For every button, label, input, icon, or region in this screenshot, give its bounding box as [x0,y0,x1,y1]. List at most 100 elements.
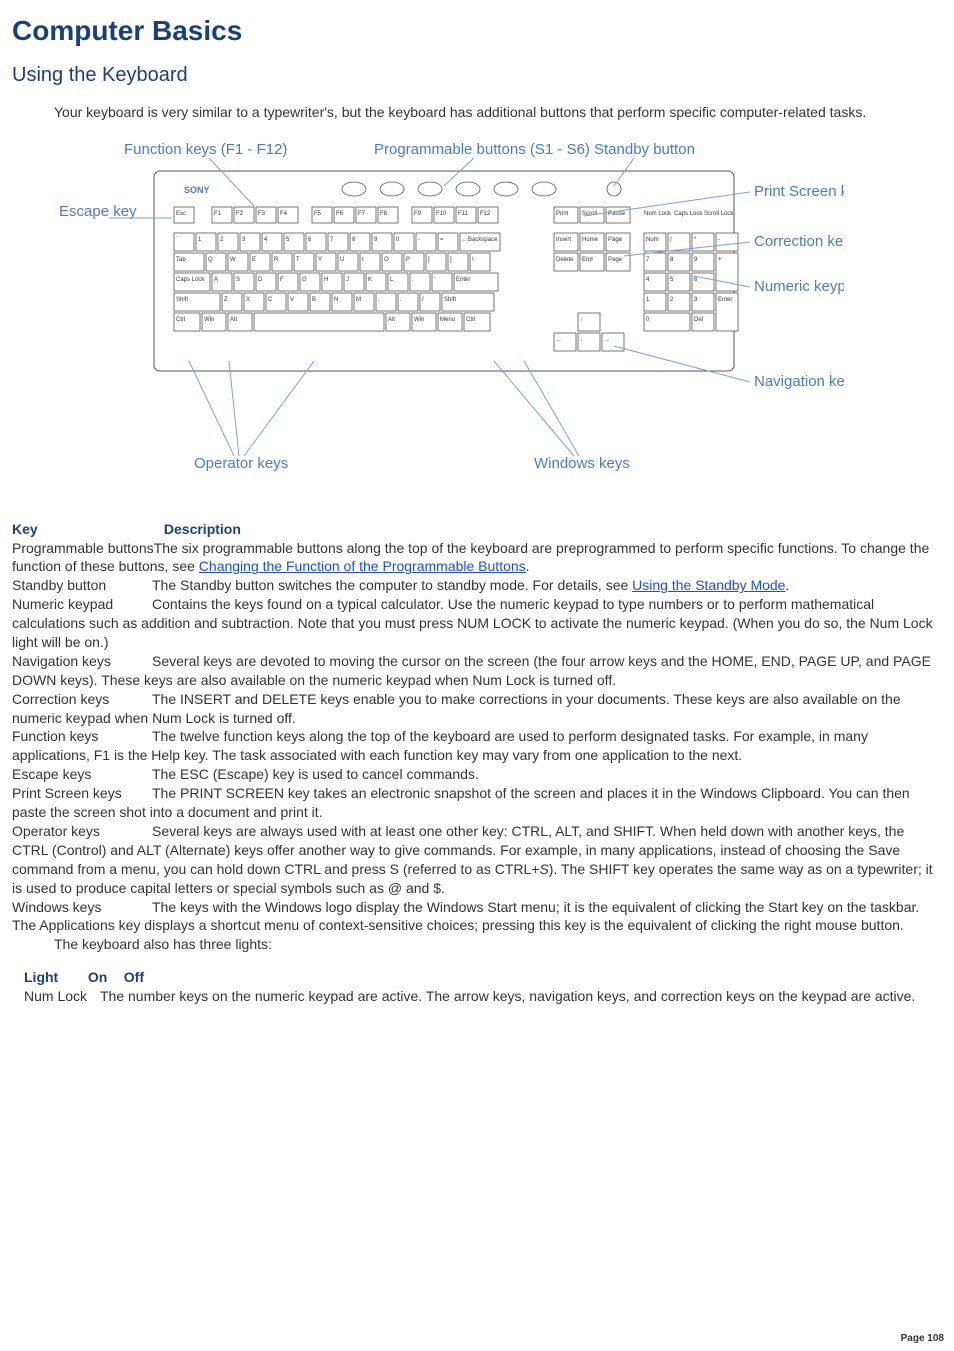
svg-text:N: N [334,297,338,303]
svg-text:V: V [290,297,294,303]
svg-text:←Backspace: ←Backspace [462,237,498,243]
page-subtitle: Using the Keyboard [12,62,942,89]
light-off: The arrow keys, navigation keys, and cor… [426,988,915,1004]
key-name: Windows keys [12,898,152,917]
svg-text:W: W [230,257,236,263]
label-print-screen: Print Screen key [754,183,844,200]
doc-link[interactable]: Changing the Function of the Programmabl… [199,558,526,574]
svg-text:Delete: Delete [556,257,574,263]
svg-text:+: + [718,257,722,263]
label-numeric: Numeric keypad [754,278,844,295]
svg-text:-: - [718,237,720,243]
arrow-cluster: ↑←↓→ [554,313,624,351]
svg-text:D: D [258,277,263,283]
col-header-on: On [88,968,120,987]
svg-text:Win: Win [204,317,214,323]
doc-link[interactable]: Using the Standby Mode [632,577,785,593]
key-row: Navigation keysSeveral keys are devoted … [12,652,942,690]
intro-paragraph: Your keyboard is very similar to a typew… [54,103,942,122]
svg-text:X: X [246,297,250,303]
svg-text:Shift: Shift [176,297,188,303]
label-navigation: Navigation keys [754,373,844,390]
svg-text:F3: F3 [258,211,266,217]
svg-text:Caps Lock: Caps Lock [176,277,205,283]
svg-text:F6: F6 [336,211,344,217]
col-header-desc: Description [164,521,249,537]
svg-text:Ctrl: Ctrl [176,317,185,323]
svg-text:M: M [356,297,361,303]
svg-text:Menu: Menu [440,317,455,323]
svg-text:Page: Page [608,257,623,263]
svg-text:K: K [368,277,372,283]
page-title: Computer Basics [12,12,942,50]
svg-text:F8: F8 [380,211,388,217]
qwerty-block: `1234567890-=←BackspaceTabQWERTYUIOP[]\C… [174,233,500,331]
key-name: Programmable buttons [12,539,154,558]
svg-text:Q: Q [208,257,213,263]
svg-text:F2: F2 [236,211,244,217]
key-name: Correction keys [12,690,152,709]
page-footer: Page 108 [901,1332,944,1346]
col-header-off: Off [124,969,152,985]
col-header-light: Light [24,968,84,987]
label-correction: Correction keys [754,233,844,250]
svg-text:End: End [582,257,593,263]
svg-text:C: C [268,297,273,303]
svg-text:F10: F10 [436,211,447,217]
svg-text:F: F [280,277,284,283]
svg-text:S: S [236,277,240,283]
svg-text:Z: Z [224,297,228,303]
svg-text:Home: Home [582,237,599,243]
svg-text:Num: Num [646,237,659,243]
nav-block: InsertHomePageDeleteEndPage [554,233,630,271]
svg-text:Scroll Lock: Scroll Lock [704,211,734,217]
followup-paragraph: The keyboard also has three lights: [54,935,942,954]
key-row: Numeric keypadContains the keys found on… [12,595,942,652]
key-desc: The ESC (Escape) key is used to cancel c… [152,766,479,782]
key-name: Standby button [12,576,152,595]
key-name: Navigation keys [12,652,152,671]
key-desc: The Standby button switches the computer… [152,577,632,593]
function-key-row: EscF1F2F3F4F5F6F7F8F9F10F11F12 [174,207,498,223]
key-row: Operator keysSeveral keys are always use… [12,822,942,898]
svg-text:F11: F11 [458,211,469,217]
svg-text:Del: Del [694,317,703,323]
svg-text:-: - [418,237,420,243]
col-header-key: Key [12,520,160,539]
label-operator: Operator keys [194,455,288,472]
svg-text:F1: F1 [214,211,222,217]
svg-text:Esc: Esc [176,211,186,217]
svg-text:Print: Print [556,211,569,217]
svg-text:=: = [440,237,444,243]
svg-text:Caps Lock: Caps Lock [674,211,703,217]
svg-text:Num Lock: Num Lock [644,211,672,217]
key-name: Numeric keypad [12,595,152,614]
brand-label: SONY [184,185,210,195]
programmable-buttons [342,182,556,196]
key-name: Print Screen keys [12,784,152,803]
svg-text:R: R [274,257,279,263]
svg-text:H: H [324,277,328,283]
key-row: Programmable buttonsThe six programmable… [12,539,942,577]
key-name: Escape keys [12,765,152,784]
key-desc-post: . [785,577,789,593]
svg-text:F5: F5 [314,211,322,217]
light-table: Light On Off Num LockThe number keys on … [24,968,942,1006]
label-escape: Escape key [59,203,137,220]
svg-text:`: ` [176,237,178,243]
light-row: Num LockThe number keys on the numeric k… [24,987,942,1006]
svg-text:Enter: Enter [456,277,470,283]
svg-text:Enter: Enter [718,297,732,303]
key-row: Function keysThe twelve function keys al… [12,727,942,765]
light-name: Num Lock [24,987,100,1006]
svg-text:Insert: Insert [556,237,571,243]
key-desc-post: . [526,558,530,574]
label-windows: Windows keys [534,455,630,472]
light-on: The number keys on the numeric keypad ar… [100,988,426,1004]
svg-text:Win: Win [414,317,424,323]
key-row: Print Screen keysThe PRINT SCREEN key ta… [12,784,942,822]
svg-text:Y: Y [318,257,322,263]
key-name: Function keys [12,727,152,746]
svg-text:↑: ↑ [580,317,583,323]
svg-text:A: A [214,277,218,283]
